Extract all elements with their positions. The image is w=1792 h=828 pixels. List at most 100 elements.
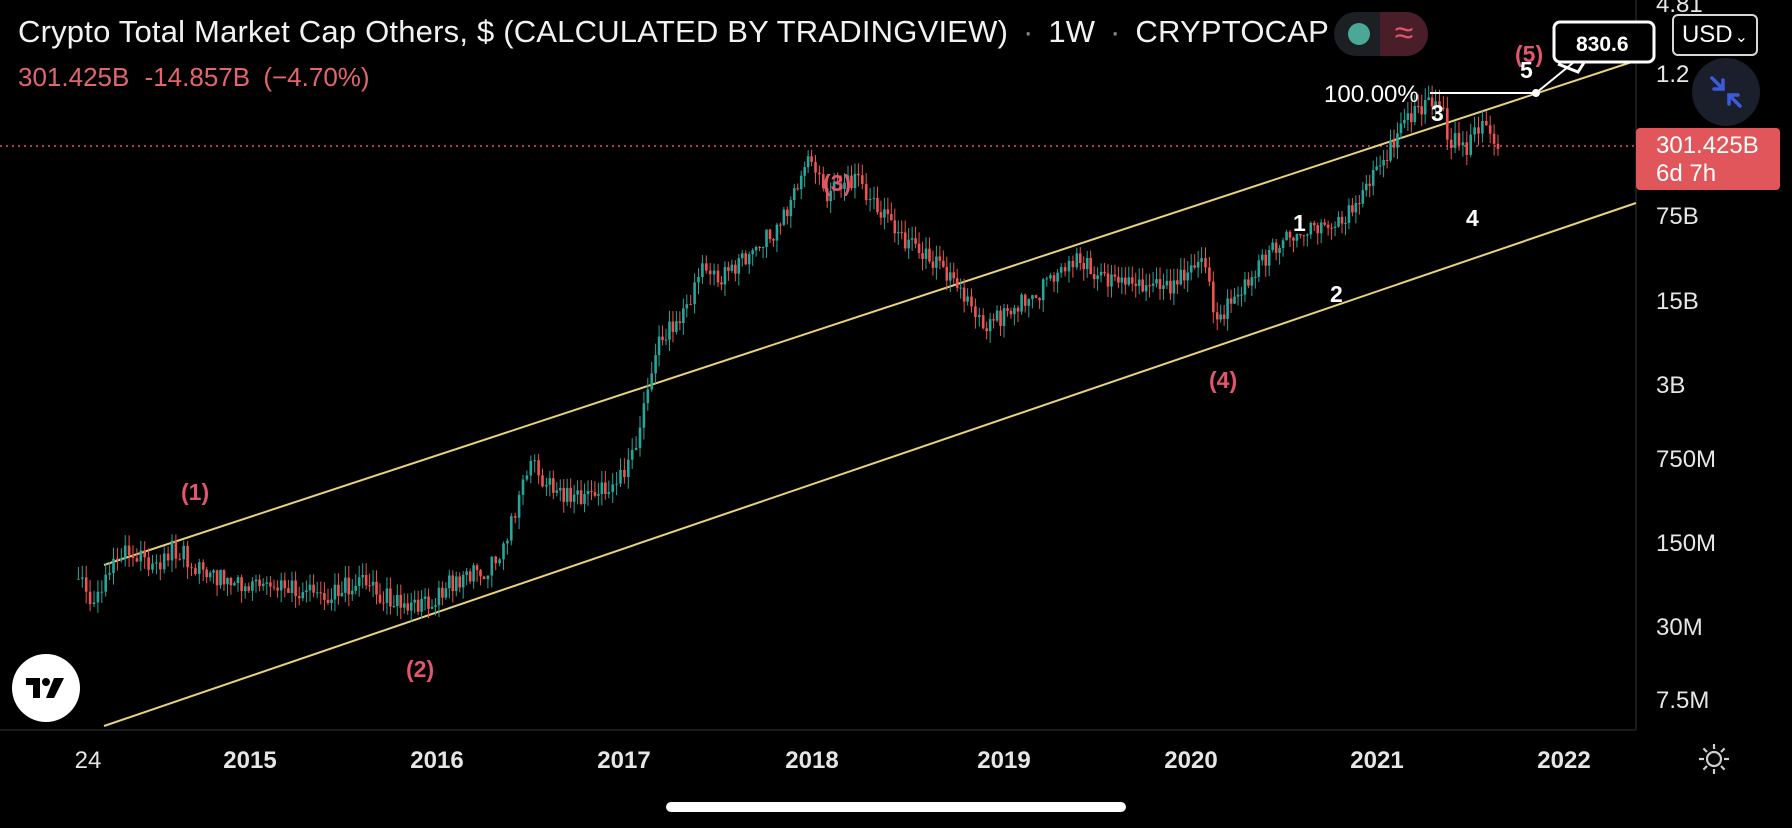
candle-body (458, 576, 462, 588)
candle-body (84, 577, 88, 592)
candle-body (792, 188, 796, 201)
candle-body (734, 264, 737, 274)
candle-body (768, 229, 772, 240)
candle-body (1485, 121, 1488, 126)
price-axis[interactable]: 4.81 1.2 75B 15B 3B 750M 150M 30M 7.5M (1656, 0, 1716, 714)
candle-body (868, 198, 872, 201)
candle-body (347, 577, 351, 595)
candle-body (1092, 274, 1096, 280)
candle-body (120, 558, 123, 561)
candle-body (872, 197, 876, 199)
wave-label-5: (5) (1515, 41, 1543, 67)
candle-body (1306, 234, 1309, 236)
candle-body (1027, 299, 1031, 306)
candle-body (607, 492, 611, 494)
candle-body (1278, 247, 1281, 253)
collapse-icon[interactable] (1692, 58, 1760, 126)
candle-body (186, 545, 189, 568)
candle-body (572, 494, 576, 502)
tradingview-logo-icon[interactable] (12, 654, 80, 722)
candle-body (510, 516, 513, 541)
candle-body (1172, 280, 1176, 294)
candle-body (955, 278, 959, 288)
candle-body (294, 580, 297, 597)
candle-body (1208, 267, 1211, 282)
candle-body (475, 565, 479, 571)
candle-body (330, 599, 333, 603)
candle-body (490, 556, 494, 576)
price-tick: 3B (1656, 372, 1685, 399)
minor-wave-4: 4 (1466, 205, 1479, 231)
time-tick: 24 (75, 747, 102, 774)
candle-body (974, 306, 977, 318)
symbol-title: Crypto Total Market Cap Others, $ (CALCU… (18, 14, 1009, 49)
candle-body (1130, 277, 1134, 284)
callout-box[interactable] (1552, 20, 1656, 64)
candle-body (354, 586, 358, 591)
candle-body (151, 563, 154, 570)
callout-value: 830.6 (1576, 33, 1629, 56)
candle-body (350, 590, 354, 595)
home-indicator[interactable] (666, 802, 1126, 812)
candle-body (502, 543, 505, 560)
candle-body (1385, 160, 1389, 162)
candle-body (194, 567, 197, 575)
candle-body (108, 573, 111, 575)
candle-body (948, 272, 952, 281)
candle-body (586, 491, 590, 495)
candle-body (914, 238, 917, 244)
wave-label-1: (1) (181, 479, 209, 505)
candle-body (903, 232, 907, 249)
candle-body (1469, 134, 1472, 155)
candle-body (1364, 183, 1368, 191)
currency-select[interactable]: USD ⌄ (1672, 14, 1758, 56)
candle-body (654, 355, 657, 374)
candle-body (537, 460, 540, 476)
candle-body (444, 588, 448, 598)
candle-body (708, 270, 712, 275)
settings-gear-icon[interactable] (1697, 742, 1731, 776)
quote-row: 301.425B -14.857B (−4.70%) (18, 62, 370, 93)
candle-body (215, 570, 219, 586)
candle-body (1285, 231, 1288, 241)
separator: · (1110, 14, 1121, 49)
symbol-title-row[interactable]: Crypto Total Market Cap Others, $ (CALCU… (18, 14, 1329, 50)
candle-body (1340, 216, 1344, 224)
time-tick: 2021 (1350, 747, 1403, 774)
candle-body (283, 580, 287, 589)
channel-upper-line[interactable] (103, 57, 1645, 566)
candle-body (1056, 272, 1059, 282)
candle-body (740, 253, 744, 259)
minor-wave-2: 2 (1330, 281, 1343, 307)
candle-body (751, 250, 754, 255)
indicator-toggle[interactable]: ≈ (1334, 12, 1428, 56)
candle-body (981, 315, 985, 329)
time-axis[interactable]: 24 2015 2016 2017 2018 2019 2020 2021 20… (75, 747, 1591, 774)
candle-body (1465, 142, 1469, 155)
candle-body (775, 224, 779, 241)
candle-body (545, 484, 548, 487)
interval-label[interactable]: 1W (1048, 14, 1096, 49)
candle-body (1158, 279, 1162, 289)
candle-body (689, 304, 692, 306)
candle-body (879, 212, 883, 218)
candle-body (104, 574, 107, 592)
candle-body (430, 606, 434, 609)
price-tick: 750M (1656, 446, 1716, 473)
candle-body (1229, 298, 1233, 304)
candle-body (843, 182, 846, 190)
candle-body (552, 478, 555, 493)
channel-lower-line[interactable] (103, 202, 1637, 727)
candle-body (326, 599, 330, 603)
candle-body (219, 569, 222, 586)
candle-body (441, 587, 444, 598)
candle-body (1250, 277, 1254, 286)
candle-body (727, 267, 730, 271)
fib-label: 100.00% (1324, 81, 1419, 108)
wave-indicator-icon[interactable]: ≈ (1380, 12, 1428, 56)
candle-body (1204, 258, 1207, 268)
candle-body (1330, 227, 1333, 229)
candle-body (240, 577, 243, 592)
candle-body (959, 287, 962, 289)
